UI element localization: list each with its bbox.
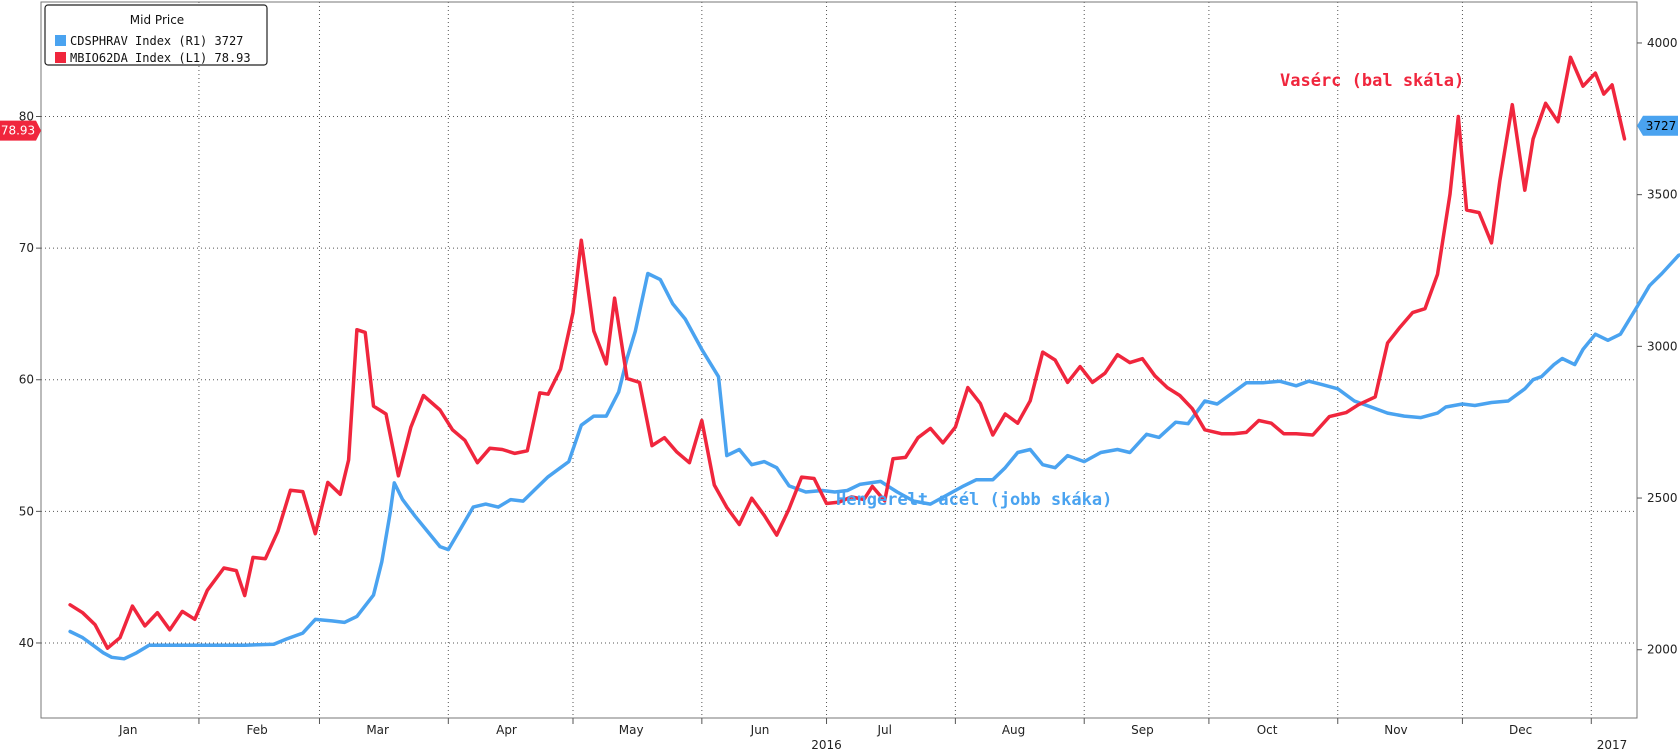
left-value-label: 78.93 bbox=[1, 124, 35, 138]
x-tick-label: May bbox=[619, 723, 644, 737]
legend-title: Mid Price bbox=[130, 13, 184, 27]
x-tick-label: Apr bbox=[496, 723, 517, 737]
left-tick-label: 80 bbox=[19, 110, 34, 124]
plot-frame bbox=[40, 1, 1638, 719]
annotation-label: Vasérc (bal skála) bbox=[1280, 71, 1464, 91]
left-tick-label: 40 bbox=[19, 636, 34, 650]
right-tick-label: 2500 bbox=[1647, 491, 1678, 505]
left-axis: 40 50 60 70 80 bbox=[19, 110, 41, 650]
legend-frame bbox=[44, 4, 268, 66]
right-tick-label: 2000 bbox=[1647, 643, 1678, 657]
x-tick-label: Nov bbox=[1384, 723, 1407, 737]
x-tick-label: Oct bbox=[1257, 723, 1278, 737]
series-line bbox=[68, 55, 1627, 650]
x-tick-label: Aug bbox=[1002, 723, 1025, 737]
x-tick-label: Jun bbox=[750, 723, 770, 737]
annotation-label: Hengerelt acél (jobb skáka) bbox=[836, 490, 1112, 510]
right-tick-label: 4000 bbox=[1647, 36, 1678, 50]
left-tick-label: 60 bbox=[19, 373, 34, 387]
current-value-tags: 78.93 3727 bbox=[0, 115, 1678, 141]
annotations: Vasérc (bal skála) Hengerelt acél (jobb s… bbox=[836, 71, 1464, 510]
x-year-label: 2017 bbox=[1597, 738, 1628, 752]
legend-swatch bbox=[55, 35, 66, 46]
series-lines bbox=[68, 55, 1680, 661]
legend-entry: CDSPHRAV Index (R1) 3727 bbox=[70, 34, 243, 48]
left-tick-label: 70 bbox=[19, 241, 34, 255]
x-year-label: 2016 bbox=[811, 738, 842, 752]
right-value-label: 3727 bbox=[1646, 119, 1677, 133]
left-tick-label: 50 bbox=[19, 504, 34, 518]
right-tick-label: 3000 bbox=[1647, 339, 1678, 353]
left-value-tag bbox=[0, 120, 41, 141]
x-tick-label: Mar bbox=[366, 723, 389, 737]
legend-swatch bbox=[55, 52, 66, 63]
x-axis: Jan Feb Mar Apr May Jun Jul Aug Sep Oct Nov Dec 2016… bbox=[118, 718, 1627, 752]
x-tick-label: Dec bbox=[1509, 723, 1532, 737]
series-line bbox=[68, 253, 1680, 661]
legend-entry: MBIO62DA Index (L1) 78.93 bbox=[70, 51, 251, 65]
legend-box: Mid Price CDSPHRAV Index (R1) 3727 MBIO62D… bbox=[44, 4, 268, 66]
right-value-tag bbox=[1637, 115, 1678, 136]
x-tick-label: Jul bbox=[876, 723, 891, 737]
grid bbox=[41, 2, 1637, 718]
right-axis: 2000 2500 3000 3500 4000 bbox=[1637, 36, 1678, 657]
x-tick-label: Sep bbox=[1131, 723, 1154, 737]
x-tick-label: Feb bbox=[247, 723, 268, 737]
x-tick-label: Jan bbox=[118, 723, 138, 737]
right-tick-label: 3500 bbox=[1647, 188, 1678, 202]
